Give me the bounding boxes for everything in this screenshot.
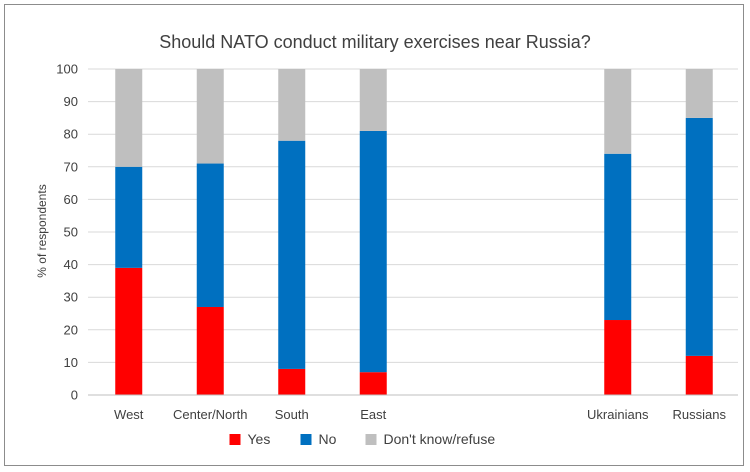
- y-tick-label: 70: [64, 159, 78, 174]
- x-tick-label: South: [275, 407, 309, 422]
- y-axis-label: % of respondents: [35, 184, 49, 277]
- x-tick-label: East: [360, 407, 386, 422]
- legend-label: No: [319, 431, 337, 447]
- bar-yes-russians: [685, 355, 713, 395]
- bars: [115, 69, 713, 395]
- x-axis-ticks: West Center/North South East Ukrainians Russi…: [114, 407, 727, 422]
- y-tick-label: 100: [56, 62, 78, 77]
- y-axis-ticks: 0 10 20 30 40 50 60 70 80 90 100: [56, 62, 78, 403]
- bar-no-center-north: [196, 163, 224, 307]
- bar-don-t-know-refuse-russians: [685, 69, 713, 118]
- bar-yes-ukrainians: [604, 320, 632, 395]
- legend-swatch-don-t-know-refuse: [365, 434, 377, 445]
- bar-yes-east: [359, 372, 387, 395]
- y-tick-label: 90: [64, 94, 78, 109]
- x-tick-label: Center/North: [173, 407, 247, 422]
- bar-no-russians: [685, 117, 713, 356]
- bar-yes-center-north: [196, 306, 224, 395]
- x-tick-label: Ukrainians: [587, 407, 649, 422]
- bar-don-t-know-refuse-center-north: [196, 69, 224, 164]
- y-tick-label: 0: [71, 388, 78, 403]
- y-tick-label: 10: [64, 355, 78, 370]
- legend: Yes No Don't know/refuse: [229, 431, 496, 447]
- bar-no-ukrainians: [604, 153, 632, 321]
- y-tick-label: 40: [64, 257, 78, 272]
- bar-don-t-know-refuse-south: [278, 69, 306, 141]
- bar-no-south: [278, 140, 306, 369]
- gridlines: [88, 68, 738, 363]
- legend-swatch-no: [300, 434, 312, 445]
- y-tick-label: 60: [64, 192, 78, 207]
- bar-no-east: [359, 130, 387, 373]
- y-tick-label: 20: [64, 322, 78, 337]
- y-tick-label: 80: [64, 127, 78, 142]
- y-tick-label: 30: [64, 290, 78, 305]
- y-tick-label: 50: [64, 225, 78, 240]
- legend-swatch-yes: [229, 434, 241, 445]
- x-tick-label: West: [114, 407, 144, 422]
- legend-label: Don't know/refuse: [384, 431, 496, 447]
- bar-no-west: [115, 166, 143, 268]
- x-tick-label: Russians: [673, 407, 727, 422]
- bar-yes-south: [278, 368, 306, 395]
- bar-don-t-know-refuse-east: [359, 69, 387, 131]
- legend-label: Yes: [248, 431, 271, 447]
- bar-yes-west: [115, 267, 143, 395]
- chart-title: Should NATO conduct military exercises n…: [159, 32, 591, 52]
- bar-don-t-know-refuse-ukrainians: [604, 69, 632, 154]
- bar-don-t-know-refuse-west: [115, 69, 143, 167]
